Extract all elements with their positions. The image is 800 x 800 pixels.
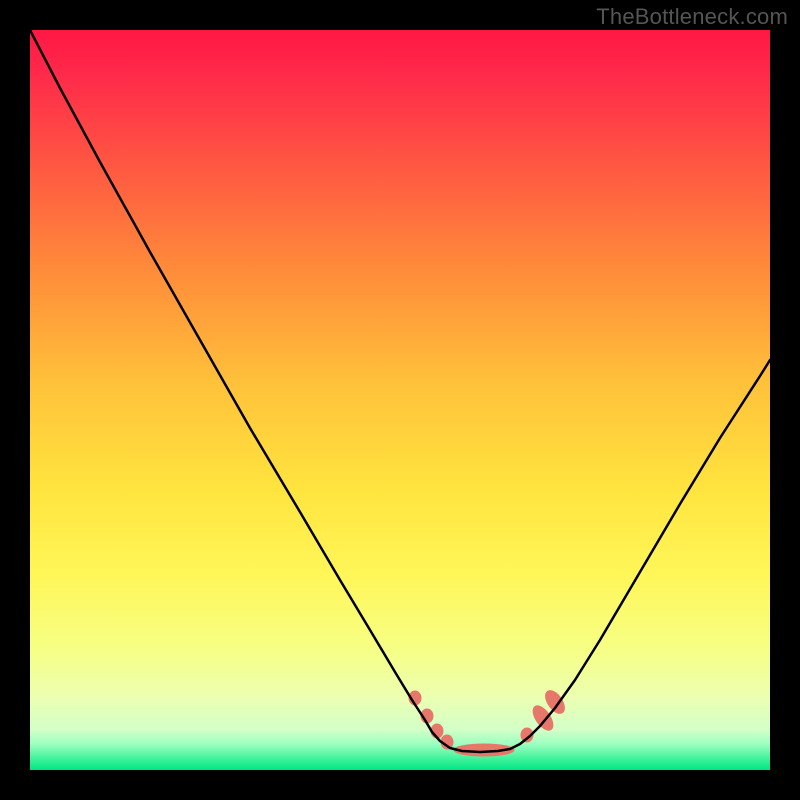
watermark-text: TheBottleneck.com xyxy=(596,4,788,30)
bottleneck-chart xyxy=(0,0,800,800)
gradient-background xyxy=(30,30,770,770)
chart-canvas: TheBottleneck.com xyxy=(0,0,800,800)
